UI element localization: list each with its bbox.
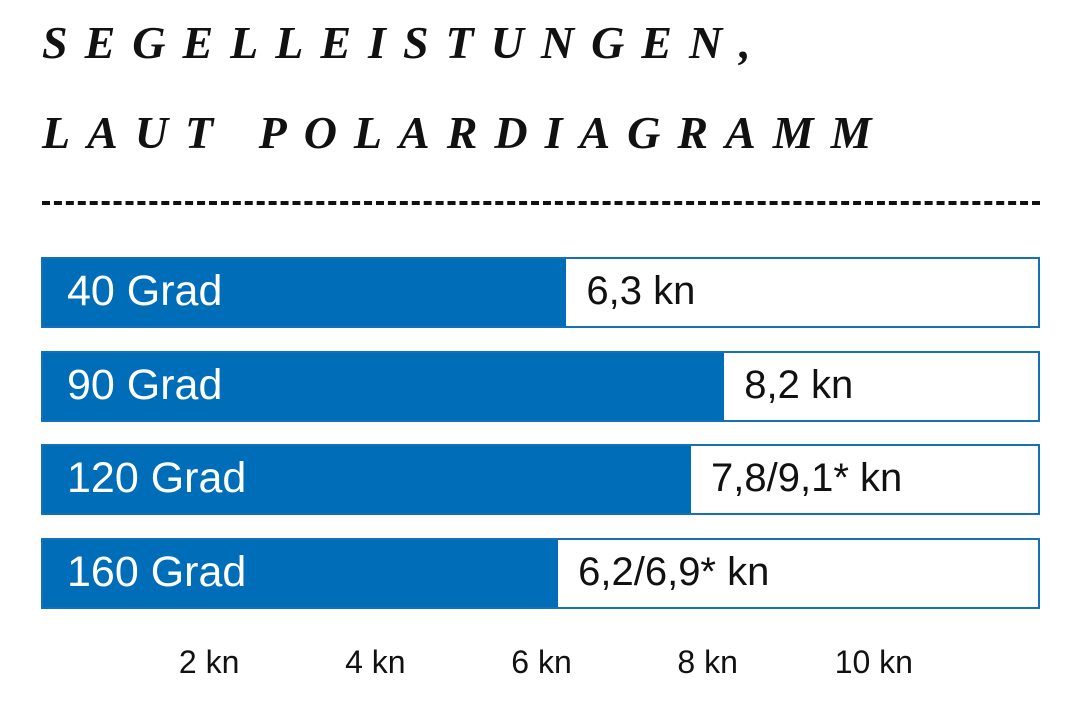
category-label: 40 Grad (67, 267, 223, 315)
value-label: 6,3 kn (586, 269, 696, 313)
bar (43, 446, 692, 513)
chart-title-line-1: SEGELLEISTUNGEN, (42, 17, 768, 68)
category-label: 120 Grad (67, 454, 247, 502)
category-label: 90 Grad (67, 361, 223, 409)
category-label: 160 Grad (67, 548, 247, 596)
x-tick-label: 10 kn (834, 644, 913, 680)
bar-track: 120 Grad 7,8/9,1* kn (41, 444, 1040, 515)
chart-title-line-2: LAUT POLARDIAGRAMM (42, 107, 889, 158)
value-label: 6,2/6,9* kn (578, 550, 770, 594)
x-tick-label: 4 kn (345, 644, 406, 680)
bar-track: 40 Grad 6,3 kn (41, 257, 1040, 328)
bar-track: 160 Grad 6,2/6,9* kn (41, 538, 1040, 609)
value-label: 8,2 kn (744, 363, 854, 407)
bar (43, 353, 725, 420)
dashed-divider (42, 201, 1040, 205)
x-tick-label: 2 kn (178, 644, 240, 680)
bar-track: 90 Grad 8,2 kn (41, 351, 1040, 422)
value-label: 7,8/9,1* kn (711, 456, 903, 500)
bar (43, 540, 559, 607)
bar (43, 259, 567, 326)
x-tick-label: 8 kn (677, 644, 738, 680)
x-tick-label: 6 kn (511, 644, 572, 680)
